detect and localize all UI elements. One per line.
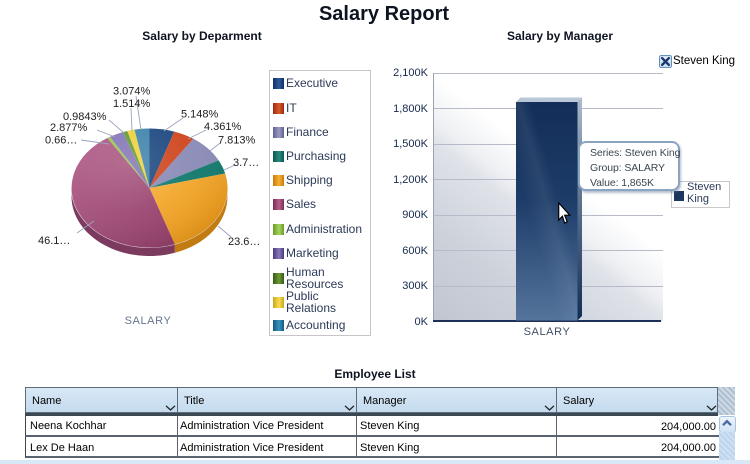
svg-text:4.361%: 4.361%: [204, 121, 242, 133]
svg-text:0.66…: 0.66…: [45, 135, 77, 147]
svg-text:3.7…: 3.7…: [233, 157, 259, 169]
svg-text:0.9843%: 0.9843%: [63, 111, 107, 123]
svg-text:1.514%: 1.514%: [113, 98, 151, 110]
svg-text:7.813%: 7.813%: [218, 135, 256, 147]
svg-text:2.877%: 2.877%: [50, 122, 88, 134]
svg-text:5.148%: 5.148%: [181, 109, 219, 121]
svg-text:46.1…: 46.1…: [38, 235, 70, 247]
svg-text:23.6…: 23.6…: [228, 236, 260, 248]
svg-text:3.074%: 3.074%: [113, 86, 151, 98]
